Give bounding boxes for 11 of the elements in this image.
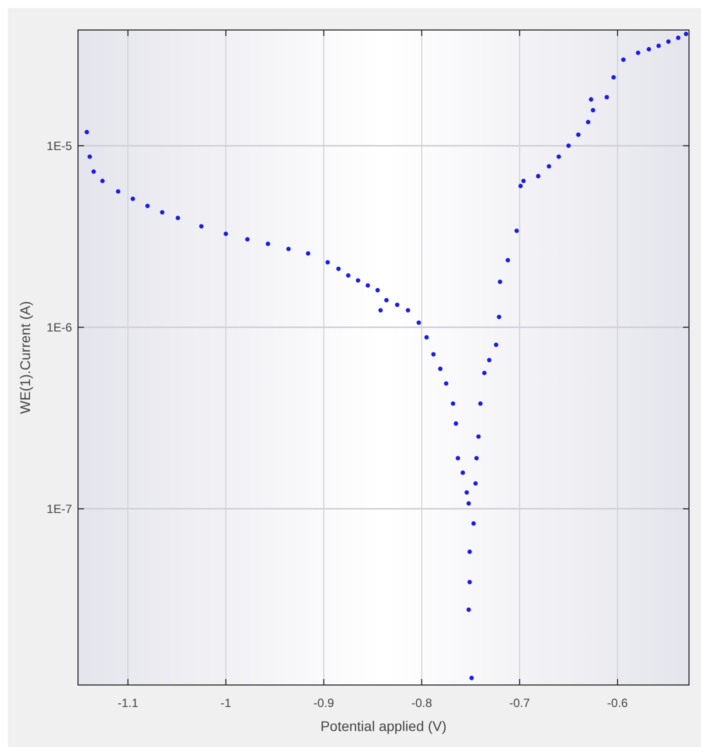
x-tick-label: -0.7	[509, 696, 530, 710]
x-axis-title: Potential applied (V)	[320, 718, 447, 734]
x-tick-label: -1	[220, 696, 232, 710]
x-tick-label: -0.9	[313, 696, 334, 710]
y-tick-label: 1E-5	[46, 138, 72, 153]
y-tick-label: 1E-7	[46, 502, 72, 516]
x-tick-label: -0.6	[607, 696, 628, 710]
x-tick-label: -0.8	[411, 696, 432, 710]
x-tick-label: -1.1	[118, 696, 139, 710]
y-axis-title: WE(1).Current (A)	[17, 301, 33, 414]
y-tick-label: 1E-6	[46, 320, 72, 334]
